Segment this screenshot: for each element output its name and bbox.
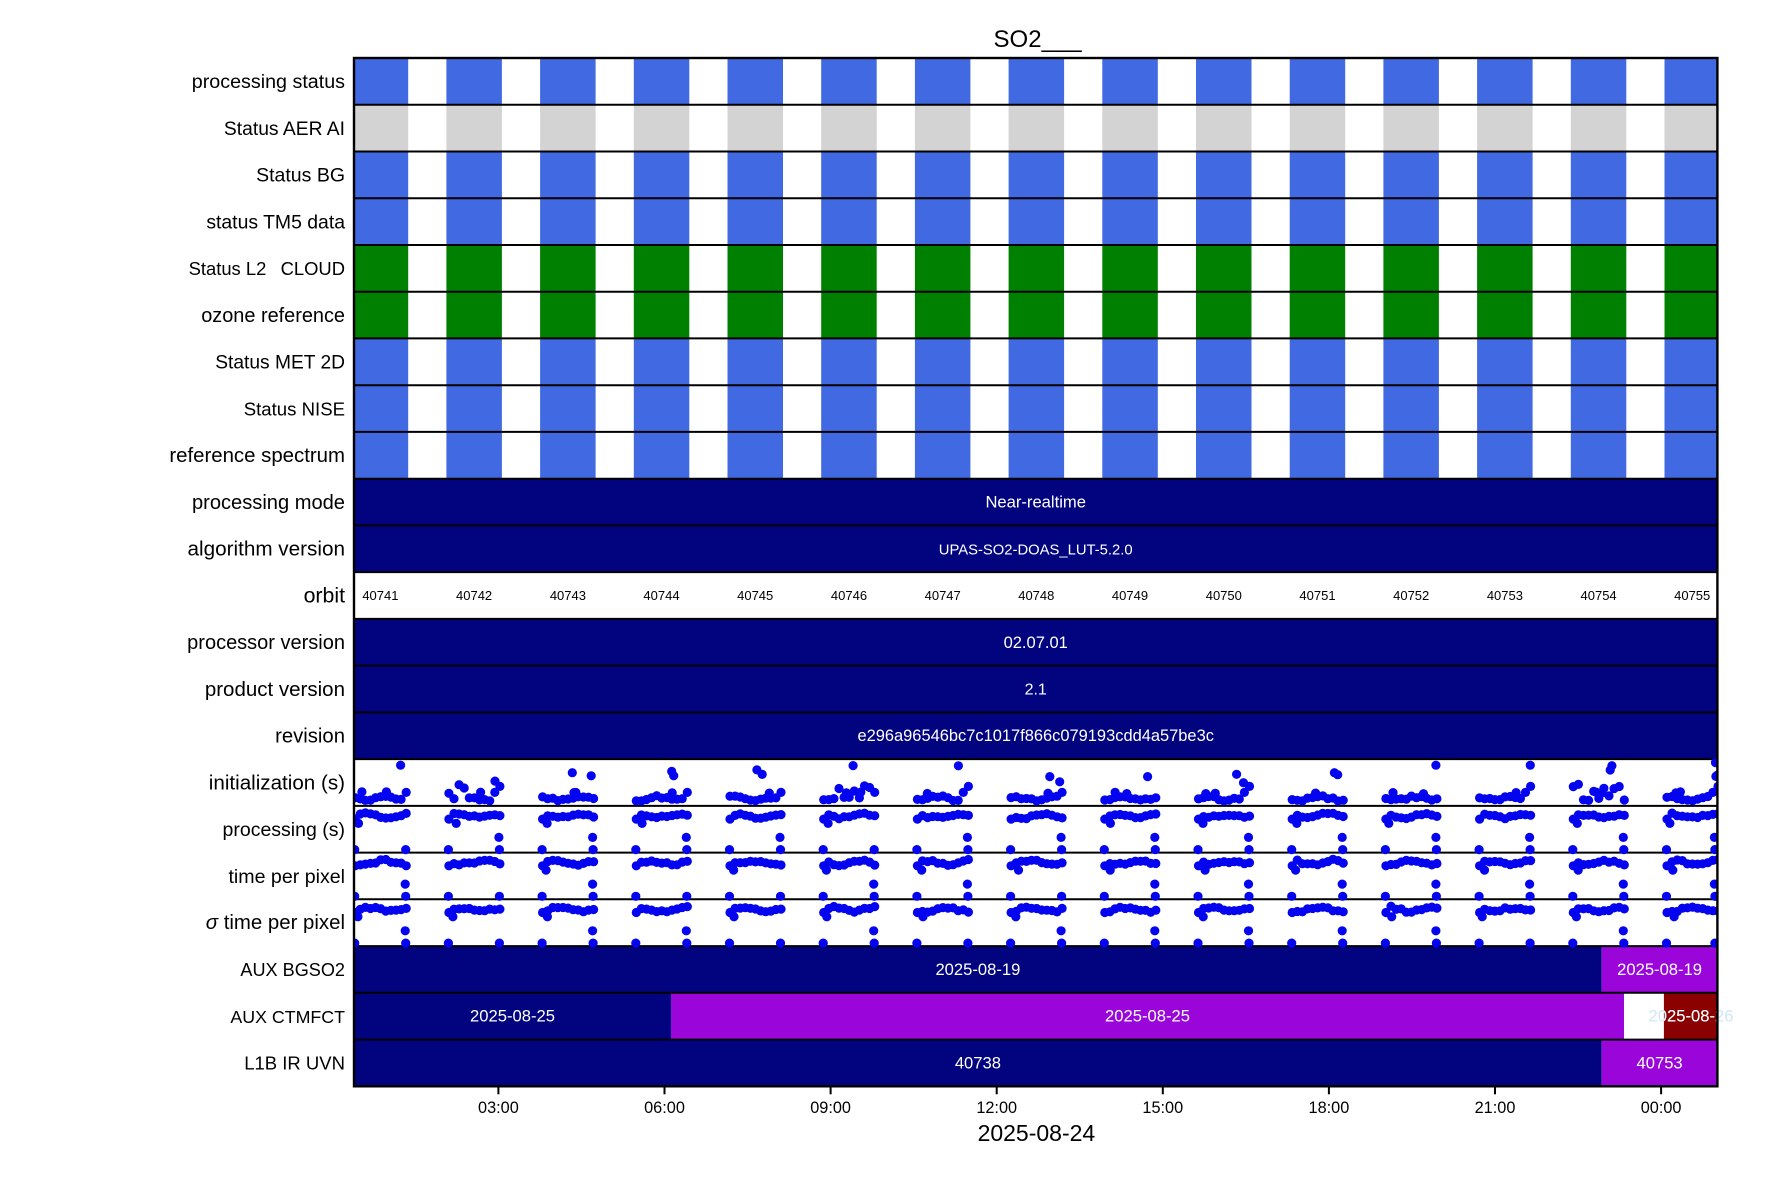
svg-text:processing status: processing status: [192, 71, 345, 93]
svg-text:02.07.01: 02.07.01: [1004, 634, 1068, 652]
svg-text:21:00: 21:00: [1475, 1099, 1516, 1117]
svg-text:2.1: 2.1: [1025, 682, 1047, 699]
svg-text:processor version: processor version: [187, 632, 345, 654]
svg-text:40755: 40755: [1674, 588, 1710, 603]
svg-text:03:00: 03:00: [478, 1099, 519, 1117]
svg-text:processing (s): processing (s): [223, 819, 345, 841]
svg-text:reference spectrum: reference spectrum: [169, 445, 345, 467]
svg-text:2025-08-19: 2025-08-19: [935, 960, 1020, 979]
svg-text:initialization (s): initialization (s): [209, 771, 345, 794]
svg-text:L1B IR UVN: L1B IR UVN: [244, 1053, 345, 1074]
svg-text:σ time per pixel: σ time per pixel: [206, 912, 345, 934]
svg-text:40746: 40746: [831, 588, 867, 603]
svg-text:40749: 40749: [1112, 588, 1148, 603]
svg-text:UPAS-SO2-DOAS_LUT-5.2.0: UPAS-SO2-DOAS_LUT-5.2.0: [939, 542, 1133, 558]
svg-text:2025-08-25: 2025-08-25: [1105, 1007, 1190, 1026]
svg-text:40752: 40752: [1393, 588, 1429, 603]
svg-text:AUX BGSO2: AUX BGSO2: [240, 960, 345, 980]
svg-text:e296a96546bc7c1017f866c079193c: e296a96546bc7c1017f866c079193cdd4a57be3c: [857, 727, 1213, 745]
svg-text:06:00: 06:00: [644, 1099, 685, 1117]
svg-text:40748: 40748: [1018, 588, 1054, 603]
svg-text:Status L2 CLOUD: Status L2 CLOUD: [189, 258, 345, 279]
svg-text:product version: product version: [205, 678, 345, 701]
svg-text:processing mode: processing mode: [192, 492, 345, 514]
svg-text:algorithm version: algorithm version: [187, 538, 345, 561]
svg-text:2025-08-19: 2025-08-19: [1617, 960, 1702, 979]
svg-text:Status BG: Status BG: [256, 165, 345, 187]
svg-text:40742: 40742: [456, 588, 492, 603]
svg-text:09:00: 09:00: [810, 1099, 851, 1117]
svg-text:40741: 40741: [362, 588, 398, 603]
svg-text:revision: revision: [275, 726, 345, 748]
svg-text:status TM5 data: status TM5 data: [206, 211, 345, 233]
svg-text:40747: 40747: [925, 588, 961, 603]
svg-text:2025-08-26: 2025-08-26: [1649, 1007, 1734, 1026]
svg-text:Status AER AI: Status AER AI: [224, 119, 345, 140]
svg-text:40754: 40754: [1581, 588, 1617, 603]
svg-text:40753: 40753: [1637, 1053, 1683, 1072]
svg-text:40744: 40744: [643, 588, 679, 603]
svg-text:40751: 40751: [1299, 588, 1335, 603]
svg-text:2025-08-24: 2025-08-24: [978, 1120, 1096, 1146]
svg-text:40750: 40750: [1206, 588, 1242, 603]
svg-text:40743: 40743: [550, 588, 586, 603]
svg-text:40753: 40753: [1487, 588, 1523, 603]
svg-text:15:00: 15:00: [1142, 1099, 1183, 1117]
svg-text:time per pixel: time per pixel: [228, 866, 345, 888]
svg-text:12:00: 12:00: [976, 1099, 1017, 1117]
svg-text:00:00: 00:00: [1641, 1099, 1682, 1117]
svg-text:40738: 40738: [955, 1053, 1001, 1072]
svg-text:orbit: orbit: [304, 583, 346, 607]
svg-text:AUX CTMFCT: AUX CTMFCT: [230, 1007, 345, 1027]
svg-text:Near-realtime: Near-realtime: [985, 493, 1086, 512]
svg-text:ozone reference: ozone reference: [201, 305, 345, 327]
svg-text:2025-08-26: 2025-08-26: [1649, 1007, 1734, 1026]
svg-text:Status MET 2D: Status MET 2D: [215, 353, 345, 374]
svg-text:Status NISE: Status NISE: [244, 398, 345, 419]
svg-text:18:00: 18:00: [1309, 1099, 1350, 1117]
svg-text:SO2___: SO2___: [994, 26, 1083, 53]
svg-text:40745: 40745: [737, 588, 773, 603]
svg-text:2025-08-25: 2025-08-25: [470, 1007, 555, 1026]
